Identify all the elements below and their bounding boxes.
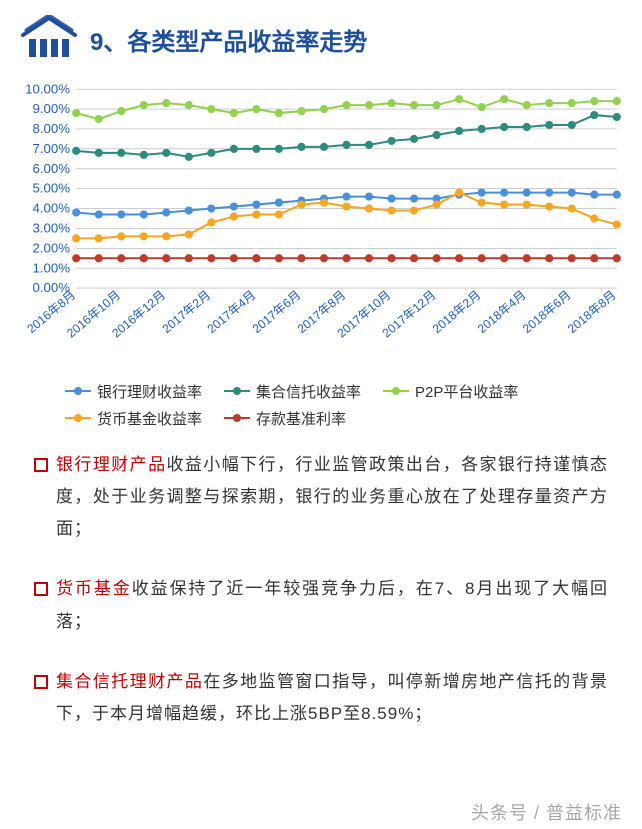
svg-text:1.00%: 1.00%	[33, 260, 71, 275]
svg-text:9.00%: 9.00%	[33, 101, 71, 116]
legend-label: P2P平台收益率	[415, 381, 518, 402]
legend-swatch	[65, 386, 91, 396]
legend-swatch	[224, 386, 250, 396]
square-bullet-icon	[34, 582, 48, 596]
svg-text:3.00%: 3.00%	[33, 221, 71, 236]
legend-item: 存款基准利率	[224, 408, 346, 429]
legend-swatch	[65, 413, 91, 423]
square-bullet-icon	[34, 458, 48, 472]
svg-text:2.00%: 2.00%	[33, 240, 71, 255]
svg-text:5.00%: 5.00%	[33, 181, 71, 196]
svg-text:6.00%: 6.00%	[33, 161, 71, 176]
line-chart: 0.00%1.00%2.00%3.00%4.00%5.00%6.00%7.00%…	[15, 79, 627, 365]
notes-list: 银行理财产品收益小幅下行，行业监管政策出台，各家银行持谨慎态度，处于业务调整与探…	[0, 443, 642, 731]
svg-text:2017年2月: 2017年2月	[160, 288, 214, 336]
legend-item: 货币基金收益率	[65, 408, 202, 429]
note-item: 集合信托理财产品在多地监管窗口指导，叫停新增房地产信托的背景下，于本月增幅趋缓，…	[34, 666, 608, 731]
legend-item: 银行理财收益率	[65, 381, 202, 402]
legend-label: 货币基金收益率	[97, 408, 202, 429]
svg-text:10.00%: 10.00%	[25, 81, 70, 96]
square-bullet-icon	[34, 675, 48, 689]
bars-roof-icon	[20, 15, 78, 64]
legend-label: 银行理财收益率	[97, 381, 202, 402]
note-text: 货币基金收益保持了近一年较强竞争力后，在7、8月出现了大幅回落；	[56, 573, 608, 638]
chart-legend: 银行理财收益率 集合信托收益率 P2P平台收益率货币基金收益率 存款基准利率	[0, 375, 642, 443]
svg-text:2018年4月: 2018年4月	[475, 288, 529, 336]
legend-swatch	[383, 386, 409, 396]
note-text: 集合信托理财产品在多地监管窗口指导，叫停新增房地产信托的背景下，于本月增幅趋缓，…	[56, 666, 608, 731]
svg-text:2018年6月: 2018年6月	[520, 288, 574, 336]
legend-swatch	[224, 413, 250, 423]
svg-text:8.00%: 8.00%	[33, 121, 71, 136]
svg-text:4.00%: 4.00%	[33, 201, 71, 216]
note-text: 银行理财产品收益小幅下行，行业监管政策出台，各家银行持谨慎态度，处于业务调整与探…	[56, 449, 608, 546]
legend-label: 存款基准利率	[256, 408, 346, 429]
svg-text:2018年8月: 2018年8月	[565, 288, 619, 336]
legend-item: 集合信托收益率	[224, 381, 361, 402]
legend-item: P2P平台收益率	[383, 381, 518, 402]
chart-container: 0.00%1.00%2.00%3.00%4.00%5.00%6.00%7.00%…	[0, 74, 642, 375]
svg-text:2017年4月: 2017年4月	[205, 288, 259, 336]
svg-text:2018年2月: 2018年2月	[430, 288, 484, 336]
header: 9、各类型产品收益率走势	[0, 0, 642, 74]
note-item: 货币基金收益保持了近一年较强竞争力后，在7、8月出现了大幅回落；	[34, 573, 608, 638]
page-title: 9、各类型产品收益率走势	[90, 22, 367, 57]
svg-text:7.00%: 7.00%	[33, 141, 71, 156]
watermark: 头条号 / 普益标准	[471, 799, 622, 825]
note-item: 银行理财产品收益小幅下行，行业监管政策出台，各家银行持谨慎态度，处于业务调整与探…	[34, 449, 608, 546]
legend-label: 集合信托收益率	[256, 381, 361, 402]
svg-text:2017年6月: 2017年6月	[250, 288, 304, 336]
